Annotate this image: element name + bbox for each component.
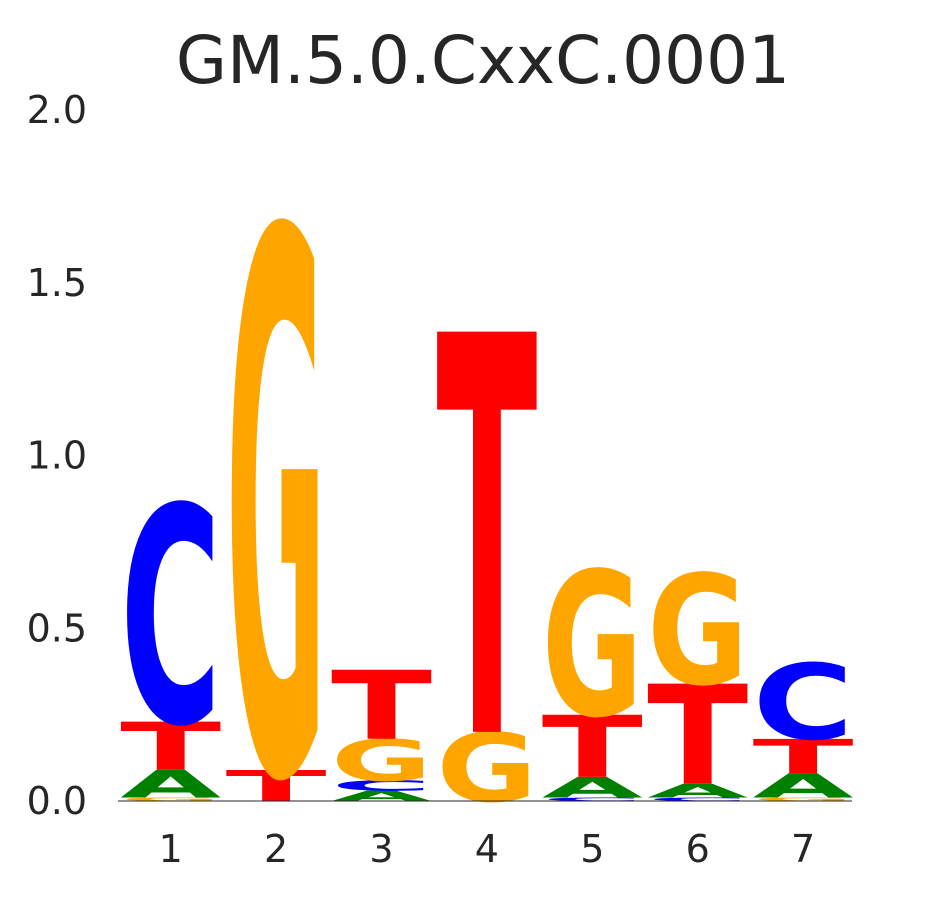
logo-letter-c: C: [120, 444, 221, 792]
chart-title: GM.5.0.CxxC.0001: [176, 22, 790, 99]
x-tick-label: 7: [791, 827, 815, 871]
x-tick-label: 1: [159, 827, 183, 871]
logo-letter-c: C: [647, 797, 748, 802]
x-tick-label: 2: [264, 827, 288, 871]
logo-letter-t: T: [647, 656, 748, 817]
x-tick-label: 5: [580, 827, 604, 871]
logo-letter-t: T: [436, 223, 538, 862]
logo-letter-g: G: [647, 543, 748, 720]
logo-letter-g: G: [753, 797, 854, 803]
logo-letter-t: T: [753, 729, 854, 784]
logo-letter-g: G: [542, 531, 643, 762]
logo-letter-a: A: [542, 771, 643, 804]
y-tick-label: 1.5: [27, 261, 87, 305]
logo-letter-c: C: [331, 778, 432, 795]
logo-letter-g: G: [331, 728, 432, 794]
logo-letter-g: G: [120, 797, 221, 803]
logo-letter-t: T: [120, 709, 221, 786]
logo-letter-a: A: [753, 767, 854, 805]
logo-letter-c: C: [753, 642, 854, 763]
logo-letter-g: G: [436, 713, 537, 823]
x-axis-ticks: 1 2 3 4 5 6 7: [159, 827, 816, 871]
logo-letter-t: T: [226, 762, 327, 812]
y-tick-label: 2.0: [27, 88, 87, 132]
logo-letter-t: T: [331, 652, 432, 762]
logo-letter-a: A: [331, 788, 432, 805]
logo-letter-c: C: [542, 797, 643, 802]
y-tick-label: 0.5: [27, 606, 87, 650]
x-tick-label: 6: [686, 827, 710, 871]
y-axis-ticks: 0.0 0.5 1.0 1.5 2.0: [27, 88, 87, 823]
logo-letter-a: A: [120, 762, 221, 806]
y-tick-label: 0.0: [27, 779, 87, 823]
y-tick-label: 1.0: [27, 434, 87, 478]
logo-letter-t: T: [542, 699, 643, 798]
logo-letter-a: A: [647, 780, 748, 802]
x-tick-label: 4: [475, 827, 499, 871]
logo-letter-g: G: [226, 81, 327, 900]
x-tick-label: 3: [369, 827, 393, 871]
